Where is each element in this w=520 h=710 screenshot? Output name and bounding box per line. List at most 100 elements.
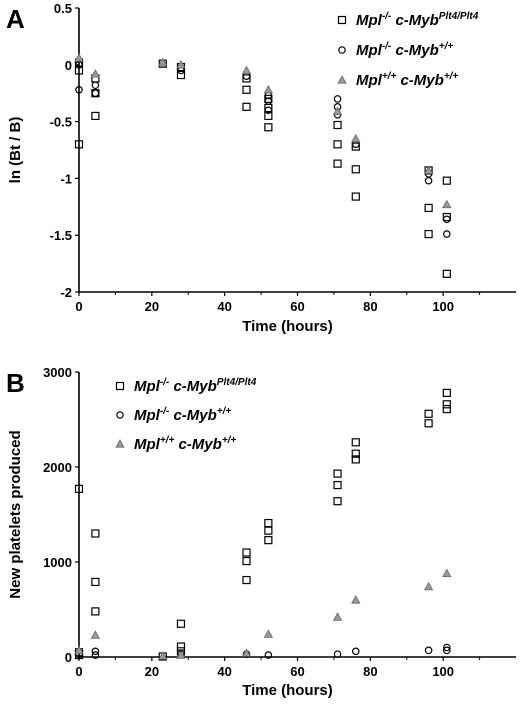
data-point-circle bbox=[443, 230, 451, 238]
panel-a: A 0 20 40 60 80 100 0.5 0 -0.5 -1 -1.5 -2 Time (hours… bbox=[6, 1, 516, 335]
data-point-square bbox=[424, 419, 433, 428]
data-point-circle bbox=[443, 643, 451, 652]
data-point-triangle bbox=[90, 69, 101, 78]
data-point-circle bbox=[264, 651, 273, 659]
y-tick-label: 0 bbox=[65, 58, 72, 73]
data-point-square bbox=[264, 526, 273, 535]
x-axis-title: Time (hours) bbox=[242, 318, 333, 335]
data-point-square bbox=[264, 123, 273, 132]
data-point-triangle bbox=[332, 106, 343, 115]
legend: Mpl-/- c-MybPlt4/Plt4 Mpl-/- c-Myb+/+ Mpl+… bbox=[337, 11, 479, 89]
x-tick-label: 40 bbox=[217, 664, 231, 679]
x-tick-label: 20 bbox=[145, 299, 159, 314]
data-point-square bbox=[176, 619, 186, 628]
data-point-square bbox=[351, 142, 360, 151]
data-point-square bbox=[264, 94, 273, 103]
data-point-circle bbox=[333, 95, 342, 103]
data-point-square bbox=[424, 203, 433, 213]
legend-marker-triangle bbox=[337, 75, 347, 84]
data-point-circle bbox=[91, 651, 100, 659]
x-tick-label: 60 bbox=[290, 299, 304, 314]
data-point-square bbox=[424, 229, 433, 239]
series-square bbox=[74, 388, 451, 661]
data-point-triangle bbox=[332, 612, 343, 621]
y-tick-label: -2 bbox=[60, 285, 72, 300]
data-point-square bbox=[351, 438, 360, 447]
data-point-square bbox=[264, 518, 273, 528]
data-point-square bbox=[333, 120, 342, 130]
x-tick-label: 40 bbox=[217, 299, 231, 314]
data-point-square bbox=[176, 642, 186, 651]
data-point-square bbox=[351, 192, 360, 201]
y-axis-title: ln (Bt / B) bbox=[7, 117, 24, 184]
data-point-triangle bbox=[442, 199, 452, 209]
y-tick-label: -1.5 bbox=[50, 228, 72, 243]
data-point-triangle bbox=[351, 595, 361, 604]
data-point-square bbox=[333, 159, 342, 168]
y-axis-title: New platelets produced bbox=[7, 430, 24, 598]
data-point-circle bbox=[91, 81, 100, 90]
data-point-triangle bbox=[351, 133, 361, 143]
legend-marker-triangle bbox=[115, 439, 125, 448]
data-point-square bbox=[91, 529, 100, 538]
data-point-square bbox=[442, 404, 451, 414]
data-point-circle bbox=[443, 215, 451, 224]
data-point-circle bbox=[424, 176, 433, 185]
data-point-square bbox=[351, 449, 360, 458]
data-point-circle bbox=[333, 650, 342, 658]
panel-letter: A bbox=[6, 4, 25, 34]
legend-label: Mpl+/+ c-Myb+/+ bbox=[356, 71, 458, 89]
data-point-square bbox=[74, 140, 84, 149]
data-point-square bbox=[242, 575, 251, 585]
series-triangle bbox=[74, 53, 452, 209]
data-point-triangle bbox=[442, 568, 452, 577]
series-triangle bbox=[74, 568, 452, 660]
data-point-square bbox=[442, 212, 451, 222]
data-point-square bbox=[242, 548, 251, 557]
data-point-circle bbox=[75, 61, 83, 69]
y-tick-label: -1 bbox=[60, 171, 72, 186]
data-point-square bbox=[264, 536, 273, 545]
data-point-triangle bbox=[74, 645, 84, 654]
x-axis-title: Time (hours) bbox=[242, 682, 333, 699]
data-point-square bbox=[442, 400, 451, 409]
legend-label: Mpl-/- c-Myb+/+ bbox=[356, 41, 453, 59]
y-tick-label: 2000 bbox=[43, 460, 72, 475]
data-point-triangle bbox=[176, 59, 186, 69]
data-point-square bbox=[333, 469, 342, 478]
x-tick-label: 100 bbox=[432, 299, 454, 314]
data-point-circle bbox=[264, 106, 273, 115]
data-point-circle bbox=[264, 97, 273, 105]
x-tick-label: 0 bbox=[75, 299, 82, 314]
series-square bbox=[74, 58, 451, 278]
data-point-triangle bbox=[158, 651, 168, 660]
data-point-triangle bbox=[158, 57, 168, 67]
data-point-square bbox=[176, 70, 186, 80]
legend-label: Mpl-/- c-MybPlt4/Plt4 bbox=[356, 11, 479, 29]
legend-marker-square bbox=[337, 15, 347, 25]
series-circle bbox=[75, 61, 451, 238]
data-point-triangle bbox=[263, 629, 274, 638]
y-tick-label: 0 bbox=[65, 650, 72, 665]
y-tick-label: 1000 bbox=[43, 555, 72, 570]
data-point-triangle bbox=[176, 650, 186, 659]
data-point-square bbox=[442, 176, 451, 185]
data-point-square bbox=[242, 85, 251, 94]
data-point-square bbox=[91, 111, 100, 121]
x-tick-label: 60 bbox=[290, 664, 304, 679]
y-tick-label: -0.5 bbox=[50, 115, 72, 130]
data-point-triangle bbox=[263, 84, 274, 94]
data-point-circle bbox=[91, 647, 100, 656]
data-point-square bbox=[91, 607, 100, 616]
data-point-circle bbox=[443, 646, 451, 655]
x-tick-label: 80 bbox=[363, 299, 377, 314]
data-point-triangle bbox=[241, 65, 252, 75]
data-point-square bbox=[424, 409, 433, 418]
data-point-square bbox=[242, 102, 251, 111]
data-point-square bbox=[333, 480, 342, 490]
data-point-triangle bbox=[74, 53, 84, 62]
data-point-square bbox=[442, 269, 451, 278]
x-tick-label: 80 bbox=[363, 664, 377, 679]
y-tick-label: 0.5 bbox=[54, 1, 72, 16]
